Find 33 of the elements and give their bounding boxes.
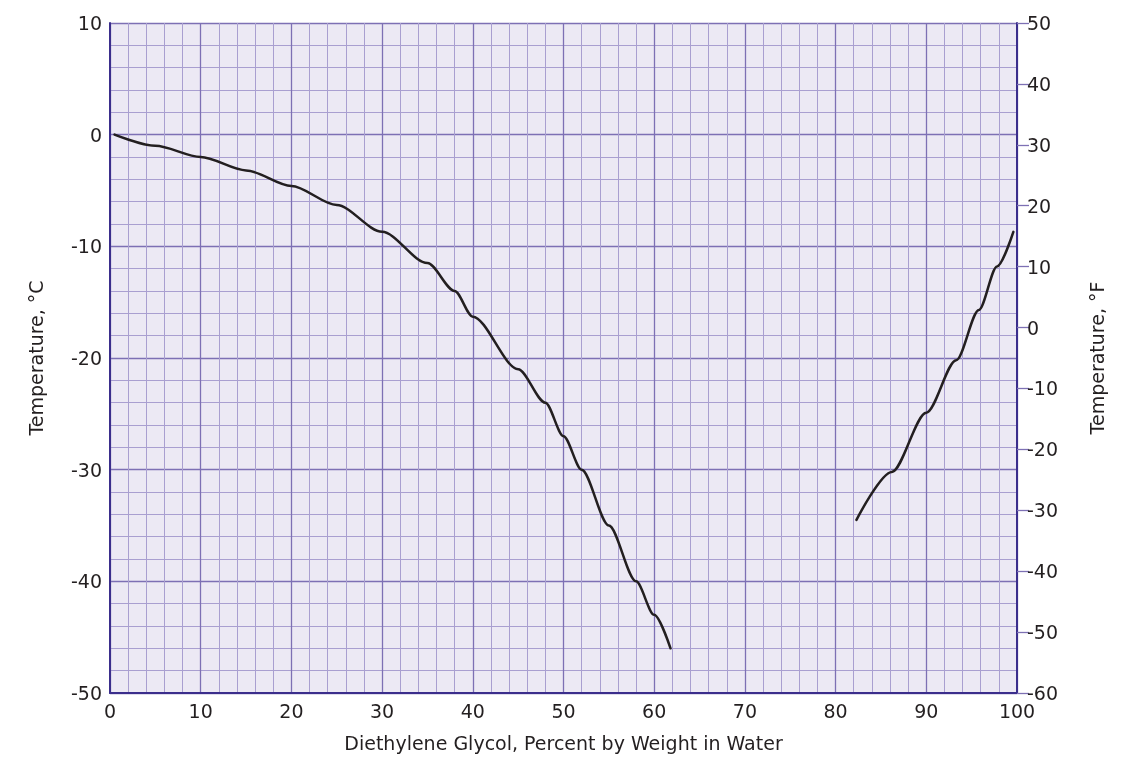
x-axis-title: Diethylene Glycol, Percent by Weight in Water: [344, 731, 783, 754]
y-axis-title: Temperature, °C: [24, 280, 47, 437]
x-tick-label: 0: [103, 699, 117, 722]
x-tick-label: 20: [279, 699, 304, 722]
x-tick-label: 60: [642, 699, 667, 722]
y-tick-label: -40: [70, 570, 102, 593]
y2-tick-label: -10: [1027, 377, 1059, 400]
x-tick-label: 80: [823, 699, 848, 722]
x-tick-label: 40: [460, 699, 485, 722]
y2-tick-label: 50: [1027, 12, 1052, 34]
y2-tick-label: 30: [1027, 133, 1052, 156]
line-series: [855, 230, 1015, 522]
y-tick-label: 0: [89, 123, 102, 146]
y2-tick-label: 10: [1027, 255, 1052, 278]
x-tick-label: 30: [370, 699, 395, 722]
y2-tick-label: 0: [1027, 316, 1040, 339]
y2-tick-label: -50: [1027, 621, 1059, 644]
x-tick-label: 50: [551, 699, 576, 722]
x-tick-label: 10: [188, 699, 213, 722]
y2-tick-label: -20: [1027, 438, 1059, 461]
y-tick-label: -20: [70, 347, 102, 369]
y-tick-label: -30: [70, 458, 102, 481]
x-tick-label: 90: [914, 699, 939, 722]
y2-tick-label: -30: [1027, 499, 1059, 522]
y2-tick-label: -40: [1027, 560, 1059, 583]
y-tick-label: -10: [70, 235, 102, 258]
x-tick-label: 70: [732, 699, 757, 722]
y-tick-label: 10: [77, 12, 102, 34]
y2-axis-title: Temperature, °F: [1085, 281, 1108, 436]
y2-tick-label: 40: [1027, 72, 1052, 95]
line-series: [113, 133, 672, 650]
y2-tick-label: 20: [1027, 194, 1052, 217]
y-tick-label: -50: [70, 682, 102, 704]
